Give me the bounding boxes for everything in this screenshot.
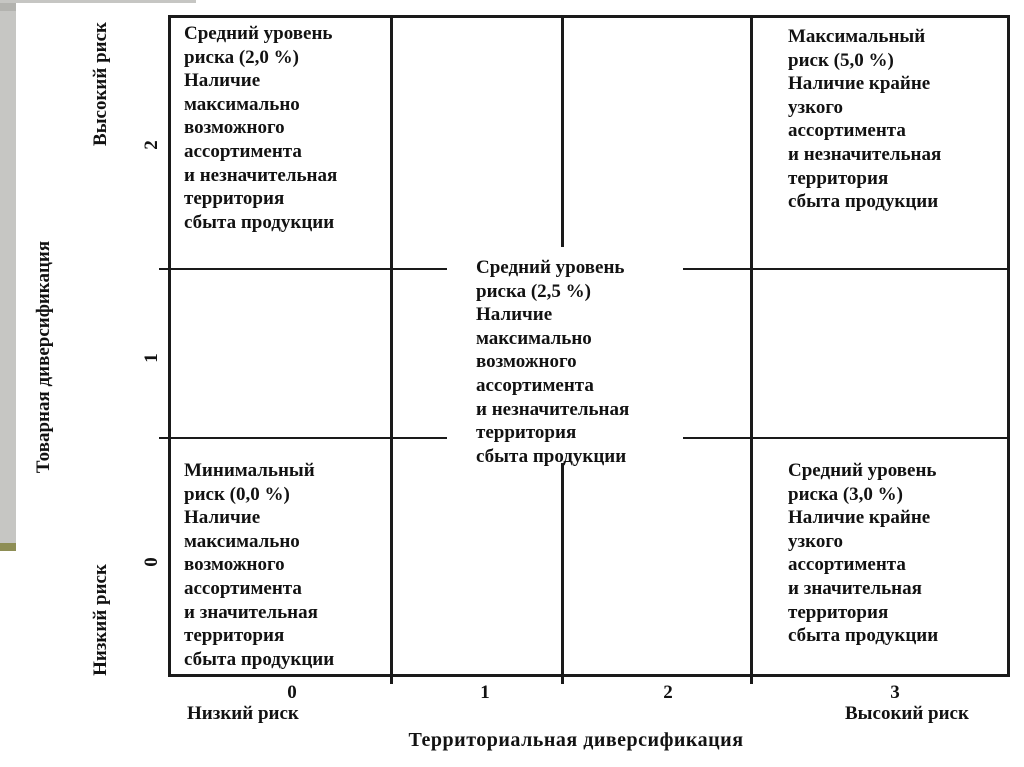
cell-text-line: территория	[788, 601, 889, 623]
grid-hline-lower-right	[683, 437, 1010, 439]
cell-text-line: узкого	[788, 96, 843, 118]
cell-text-line: Средний уровень	[476, 257, 625, 278]
cell-text-line: сбыта продукции	[184, 648, 335, 670]
y-axis-title: Товарная диверсификация	[33, 240, 54, 474]
cell-bottom-left: Минимальный риск (0,0 %) Наличие максима…	[184, 459, 334, 671]
left-sidebar-strip	[0, 0, 16, 545]
left-sidebar-olive-cap	[0, 543, 16, 551]
y-axis-high-risk-label: Высокий риск	[90, 22, 111, 146]
cell-text-line: Наличие крайне	[788, 73, 931, 95]
cell-text-line: территория	[476, 422, 577, 444]
cell-text-line: ассортимента	[184, 577, 302, 599]
cell-text-line: и незначительная	[184, 164, 338, 186]
y-axis-low-risk-label: Низкий риск	[90, 564, 111, 676]
matrix-border-top	[168, 15, 1010, 18]
grid-vline-center-bottom	[561, 463, 564, 677]
cell-text-line: максимально	[184, 93, 300, 115]
cell-text-line: максимально	[184, 530, 300, 552]
cell-text-line: территория	[788, 167, 889, 189]
y-axis-tick-2: 2	[141, 140, 162, 150]
cell-top-left: Средний уровень риска (2,0 %) Наличие ма…	[184, 22, 337, 234]
cell-text-line: Наличие	[184, 70, 261, 92]
x-axis-tick-0: 0	[287, 682, 297, 703]
cell-text-line: сбыта продукции	[788, 625, 939, 647]
matrix-border-bottom	[168, 674, 1010, 677]
grid-vline-col3	[750, 15, 753, 677]
matrix-border-left	[168, 15, 171, 677]
x-axis-tick-1: 1	[480, 682, 490, 703]
grid-vline-center-top	[561, 15, 564, 247]
cell-text-line: Средний уровень	[184, 23, 333, 44]
y-axis-tick-1: 1	[141, 353, 162, 363]
y-axis-tick-0: 0	[141, 557, 162, 567]
x-axis-tickmark-1	[390, 677, 393, 684]
cell-text-line: ассортимента	[476, 374, 594, 396]
cell-text-line: и значительная	[788, 577, 922, 599]
grid-hline-lower-left	[159, 437, 447, 439]
cell-top-right: Максимальный риск (5,0 %) Наличие крайне…	[788, 25, 941, 214]
cell-text-line: ассортимента	[184, 140, 302, 162]
x-axis-low-risk-label: Низкий риск	[187, 703, 299, 724]
cell-text-line: сбыта продукции	[788, 191, 939, 213]
x-axis-tickmark-3	[750, 677, 753, 684]
cell-text-line: ассортимента	[788, 120, 906, 142]
cell-text-line: возможного	[184, 117, 285, 139]
cell-text-line: узкого	[788, 530, 843, 552]
top-edge-strip	[0, 0, 196, 3]
cell-text-line: Максимальный	[788, 26, 926, 47]
x-axis-tick-3: 3	[890, 682, 900, 703]
cell-text-line: возможного	[476, 351, 577, 373]
cell-text-line: территория	[184, 625, 285, 647]
x-axis-high-risk-label: Высокий риск	[845, 703, 969, 724]
cell-bottom-right: Средний уровень риска (3,0 %) Наличие кр…	[788, 459, 938, 648]
cell-text-line: риска (3,0 %)	[788, 483, 904, 505]
cell-text-line: ассортимента	[788, 554, 906, 576]
cell-text-line: риск (5,0 %)	[788, 49, 894, 71]
cell-text-line: Наличие крайне	[788, 507, 931, 529]
matrix-border-right	[1007, 15, 1010, 677]
cell-text-line: сбыта продукции	[184, 211, 335, 233]
cell-text-line: Наличие	[184, 507, 261, 529]
x-axis-tickmark-2	[561, 677, 564, 684]
grid-hline-upper-right	[683, 268, 1010, 270]
cell-text-line: и незначительная	[788, 143, 942, 165]
cell-text-line: возможного	[184, 554, 285, 576]
x-axis-title: Территориальная диверсификация	[408, 729, 744, 751]
cell-text-line: сбыта продукции	[476, 445, 627, 467]
cell-center: Средний уровень риска (2,5 %) Наличие ма…	[476, 256, 629, 468]
cell-text-line: территория	[184, 188, 285, 210]
x-axis-tick-2: 2	[663, 682, 673, 703]
cell-text-line: максимально	[476, 327, 592, 349]
cell-text-line: и незначительная	[476, 398, 630, 420]
grid-hline-upper-left	[159, 268, 447, 270]
cell-text-line: риск (0,0 %)	[184, 483, 290, 505]
left-sidebar-top-square	[0, 0, 16, 11]
cell-text-line: Минимальный	[184, 460, 315, 481]
cell-text-line: риска (2,5 %)	[476, 280, 592, 302]
grid-vline-col1	[390, 15, 393, 677]
cell-text-line: и значительная	[184, 601, 318, 623]
cell-text-line: Наличие	[476, 304, 553, 326]
cell-text-line: риска (2,0 %)	[184, 46, 300, 68]
cell-text-line: Средний уровень	[788, 460, 937, 481]
